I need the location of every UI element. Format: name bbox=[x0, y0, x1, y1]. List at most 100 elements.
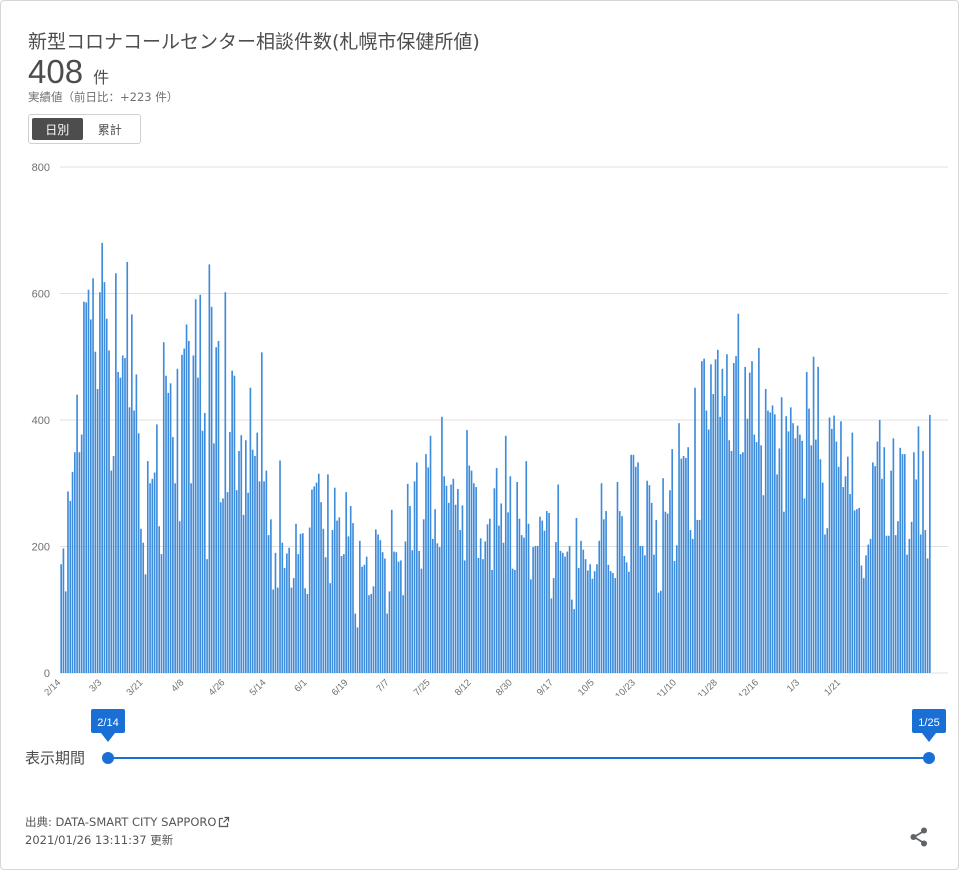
bar bbox=[185, 324, 188, 673]
bar bbox=[306, 593, 309, 673]
bar bbox=[87, 289, 90, 673]
bar bbox=[561, 552, 564, 673]
bar bbox=[646, 480, 648, 673]
bar bbox=[785, 416, 788, 673]
bar bbox=[525, 461, 528, 673]
bar-chart: 0 200 400 600 800 2/14 3/3 3/21 4/8 4/26 5/14 6/1 6… bbox=[32, 162, 948, 696]
bar bbox=[208, 264, 211, 673]
slider-start-handle[interactable]: 2/14 bbox=[91, 709, 125, 764]
bar bbox=[486, 524, 489, 673]
bar bbox=[115, 273, 117, 673]
bar bbox=[644, 555, 646, 673]
bar bbox=[477, 557, 480, 673]
bar bbox=[402, 595, 404, 673]
bar bbox=[427, 467, 430, 673]
bar bbox=[915, 479, 917, 673]
bar bbox=[438, 547, 441, 673]
bar bbox=[746, 418, 749, 673]
x-tick-label: 3/3 bbox=[87, 677, 104, 694]
bar bbox=[292, 578, 295, 674]
bar bbox=[516, 481, 518, 673]
bar bbox=[664, 511, 667, 673]
bar bbox=[872, 462, 874, 673]
bar bbox=[716, 349, 719, 673]
bar bbox=[409, 506, 411, 673]
bar bbox=[249, 387, 252, 673]
bar bbox=[110, 470, 113, 673]
bar bbox=[527, 523, 530, 673]
bar bbox=[429, 435, 432, 673]
bar bbox=[682, 456, 685, 673]
bar bbox=[828, 417, 831, 673]
bar bbox=[137, 433, 140, 673]
bar bbox=[605, 511, 607, 673]
y-axis-ticks: 0 200 400 600 800 bbox=[32, 162, 50, 680]
bar bbox=[534, 545, 537, 673]
bar bbox=[648, 485, 651, 673]
chart-bars bbox=[60, 242, 931, 674]
bar bbox=[286, 553, 288, 673]
bar bbox=[913, 452, 915, 673]
bar bbox=[117, 371, 119, 673]
bar bbox=[153, 472, 156, 673]
bar bbox=[217, 340, 220, 673]
bar bbox=[60, 564, 62, 673]
bar bbox=[575, 518, 578, 673]
share-icon[interactable] bbox=[907, 825, 931, 849]
x-tick-label: 8/30 bbox=[494, 677, 515, 696]
bar bbox=[833, 415, 835, 673]
bar bbox=[488, 518, 491, 673]
bar bbox=[108, 350, 110, 673]
x-tick-label: 9/17 bbox=[535, 677, 556, 696]
bar bbox=[858, 507, 860, 673]
bar bbox=[509, 476, 512, 673]
bar bbox=[639, 545, 642, 673]
bar bbox=[386, 613, 389, 673]
bar bbox=[773, 414, 776, 673]
bar bbox=[730, 450, 733, 673]
bar bbox=[290, 587, 293, 673]
bar bbox=[776, 474, 778, 673]
toggle-cumulative-button[interactable]: 累計 bbox=[97, 122, 122, 137]
bar bbox=[333, 487, 336, 673]
bar bbox=[400, 560, 402, 673]
bar bbox=[206, 559, 208, 673]
source-link[interactable]: 出典: DATA-SMART CITY SAPPORO bbox=[25, 814, 230, 830]
bar bbox=[869, 538, 872, 673]
bar bbox=[719, 416, 721, 673]
bar bbox=[771, 405, 774, 673]
bar bbox=[288, 547, 290, 673]
bar bbox=[493, 488, 496, 673]
slider-end-handle[interactable]: 1/25 bbox=[912, 709, 946, 764]
bar bbox=[878, 420, 881, 673]
x-tick-label: 11/10 bbox=[655, 677, 679, 696]
bar bbox=[85, 302, 88, 673]
bar bbox=[270, 519, 272, 673]
bar bbox=[452, 478, 455, 673]
bar bbox=[860, 565, 863, 673]
bar bbox=[812, 356, 815, 673]
bar bbox=[436, 543, 439, 673]
bar bbox=[329, 583, 332, 673]
toggle-daily-button[interactable]: 日別 bbox=[32, 118, 83, 140]
bar bbox=[753, 434, 756, 673]
bar bbox=[853, 510, 856, 673]
bar bbox=[331, 530, 334, 673]
bar bbox=[737, 313, 740, 673]
bar bbox=[748, 372, 751, 673]
bar bbox=[835, 441, 838, 673]
bar bbox=[142, 542, 145, 673]
bar bbox=[922, 450, 924, 673]
bar bbox=[890, 470, 892, 673]
bar bbox=[454, 504, 457, 673]
bar bbox=[851, 432, 854, 673]
bar bbox=[174, 483, 176, 673]
bar bbox=[678, 423, 680, 673]
bar bbox=[181, 354, 183, 673]
bar bbox=[808, 408, 810, 673]
bar bbox=[550, 598, 553, 673]
bar bbox=[343, 554, 345, 673]
bar bbox=[352, 523, 354, 673]
bar bbox=[632, 454, 635, 673]
date-range-slider[interactable]: 2/14 1/25 bbox=[1, 701, 959, 776]
